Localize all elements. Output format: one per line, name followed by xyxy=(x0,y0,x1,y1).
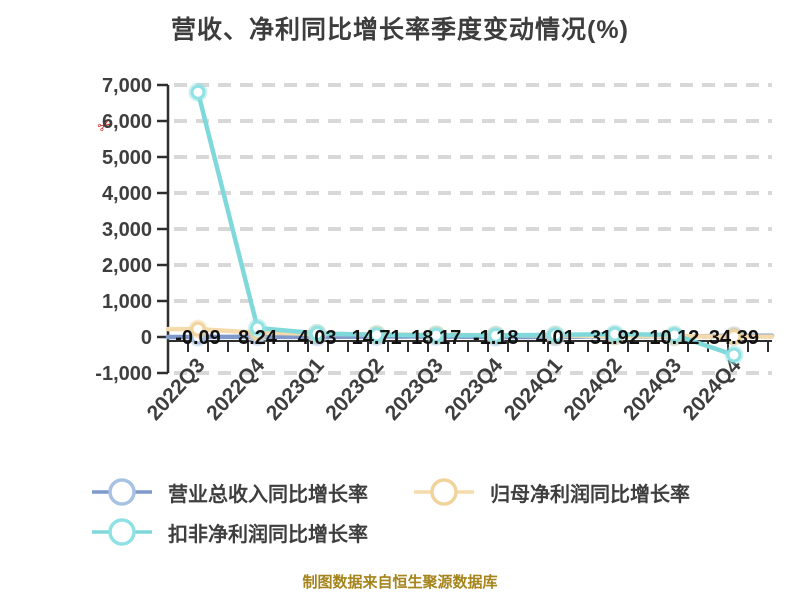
legend-marker-icon xyxy=(414,478,474,506)
data-label: 34.39 xyxy=(709,327,759,349)
legend-marker-icon xyxy=(92,478,152,506)
x-tick-label: 2024Q2 xyxy=(559,354,626,425)
data-point-marker xyxy=(309,325,325,341)
y-tick-label: 5,000 xyxy=(102,147,152,169)
x-tick-label: 2024Q3 xyxy=(619,354,686,425)
data-point-marker xyxy=(488,327,504,343)
x-tick-label: 2024Q4 xyxy=(679,354,746,425)
legend-label: 营业总收入同比增长率 xyxy=(168,483,368,506)
data-point-marker xyxy=(190,84,206,100)
x-tick-label: 2023Q4 xyxy=(440,354,507,425)
y-tick-label: 1,000 xyxy=(102,291,152,313)
data-point-marker xyxy=(250,320,266,336)
data-point-marker xyxy=(607,326,623,342)
y-tick-label: 7,000 xyxy=(102,75,152,97)
legend-row: 扣非净利润同比增长率 xyxy=(92,514,690,550)
data-point-marker xyxy=(369,327,385,343)
legend-item-1[interactable]: 归母净利润同比增长率 xyxy=(414,476,690,508)
legend-item-2[interactable]: 扣非净利润同比增长率 xyxy=(92,516,368,548)
legend-marker-icon xyxy=(92,518,152,546)
data-label: 4.03 xyxy=(298,327,337,349)
data-point-marker xyxy=(547,327,563,343)
x-tick-label: 2022Q3 xyxy=(143,354,210,425)
chart-title: 营收、净利同比增长率季度变动情况(%) xyxy=(171,16,629,44)
data-point-marker xyxy=(726,329,742,345)
y-tick-label: -1,000 xyxy=(95,363,152,385)
legend-item-0[interactable]: 营业总收入同比增长率 xyxy=(92,476,368,508)
data-label: -1.18 xyxy=(473,327,519,349)
data-label: 10.12 xyxy=(649,327,699,349)
x-tick-label: 2023Q1 xyxy=(262,354,329,425)
x-tick-label: 2023Q3 xyxy=(381,354,448,425)
data-point-marker xyxy=(666,327,682,343)
chart-legend: 营业总收入同比增长率 归母净利润同比增长率 扣非净利润同比增长率 xyxy=(92,474,690,554)
data-label: 18.17 xyxy=(411,327,461,349)
data-source-caption: 制图数据来自恒生聚源数据库 xyxy=(302,574,498,591)
legend-label: 归母净利润同比增长率 xyxy=(490,483,690,506)
y-tick-label: 4,000 xyxy=(102,183,152,205)
legend-row: 营业总收入同比增长率 归母净利润同比增长率 xyxy=(92,474,690,510)
data-label: 8.24 xyxy=(238,327,278,349)
data-label: -0.09 xyxy=(175,327,221,349)
data-label: 31.92 xyxy=(590,327,640,349)
x-tick-label: 2022Q4 xyxy=(202,354,269,425)
data-label: 14.71 xyxy=(352,327,402,349)
y-tick-label: 2,000 xyxy=(102,255,152,277)
data-point-marker xyxy=(726,347,742,363)
data-label: 4.01 xyxy=(536,327,575,349)
series-line-2 xyxy=(195,89,737,358)
x-tick-label: 2024Q1 xyxy=(500,354,567,425)
y-tick-label: 0 xyxy=(141,327,152,349)
y-tick-label: 3,000 xyxy=(102,219,152,241)
y-tick-label: 6,000 xyxy=(102,111,152,133)
data-point-marker xyxy=(190,321,206,337)
data-point-marker xyxy=(428,327,444,343)
x-tick-label: 2023Q2 xyxy=(321,354,388,425)
legend-label: 扣非净利润同比增长率 xyxy=(168,523,368,546)
